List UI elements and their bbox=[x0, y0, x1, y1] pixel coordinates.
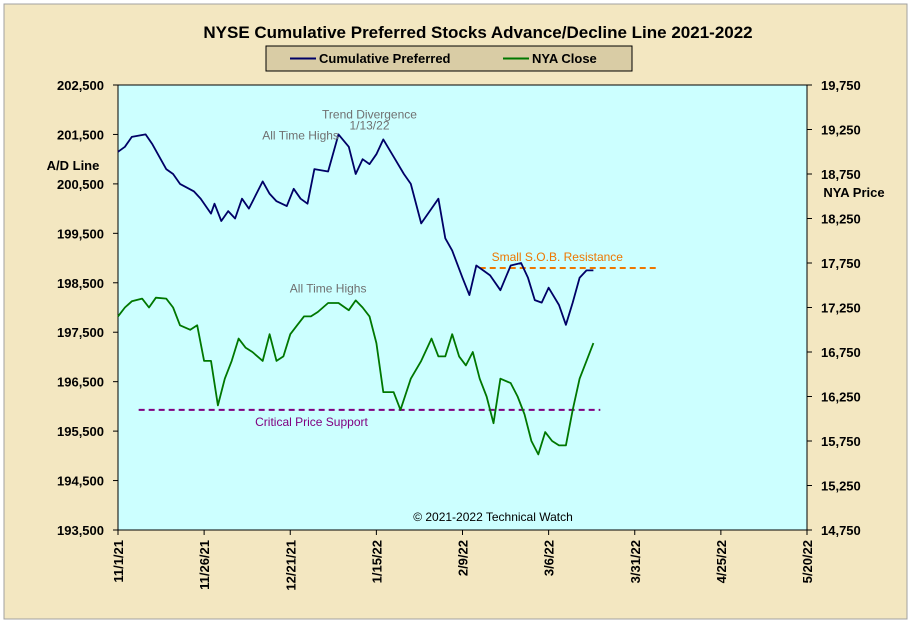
y-right-tick-label: 14,750 bbox=[821, 523, 861, 538]
reference-line-label: Critical Price Support bbox=[255, 415, 368, 429]
annotation-label: Trend Divergence bbox=[322, 108, 417, 122]
series-layer bbox=[117, 133, 595, 456]
y-left-tick-label: 200,500 bbox=[57, 177, 104, 192]
x-tick-label: 11/1/21 bbox=[111, 540, 126, 583]
x-axis: 11/1/21 11/26/21 12/21/21 1/15/22 2/9/22 3/6/… bbox=[111, 530, 815, 591]
legend: Cumulative Preferred NYA Close bbox=[265, 45, 633, 72]
x-tick-label: 12/21/21 bbox=[283, 540, 298, 591]
y-right-tick-label: 16,750 bbox=[821, 345, 861, 360]
y-axis-label-left: A/D Line bbox=[47, 158, 100, 173]
legend-label-cumulative-preferred: Cumulative Preferred bbox=[319, 51, 451, 66]
y-right-tick-label: 19,750 bbox=[821, 78, 861, 93]
y-right-tick-label: 15,750 bbox=[821, 434, 861, 449]
annotation-label: 1/13/22 bbox=[349, 119, 389, 133]
y-left-tick-label: 194,500 bbox=[57, 474, 104, 489]
copyright-text: © 2021-2022 Technical Watch bbox=[413, 510, 573, 524]
series-line-nya-close bbox=[117, 296, 595, 456]
y-left-tick-label: 196,500 bbox=[57, 375, 104, 390]
y-axis-left: 193,500 194,500 195,500 196,500 197,500 198,5… bbox=[57, 78, 118, 538]
x-tick-label: 2/9/22 bbox=[456, 540, 471, 576]
reference-line-label: Small S.O.B. Resistance bbox=[492, 250, 624, 264]
y-left-tick-label: 197,500 bbox=[57, 325, 104, 340]
x-tick-label: 3/6/22 bbox=[542, 540, 557, 576]
legend-box bbox=[265, 45, 633, 72]
y-axis-right: 14,750 15,250 15,750 16,250 16,750 17,250 17,7… bbox=[807, 78, 861, 538]
y-left-tick-label: 198,500 bbox=[57, 276, 104, 291]
annotation-label: All Time Highs bbox=[290, 281, 367, 295]
y-right-tick-label: 18,750 bbox=[821, 167, 861, 182]
y-right-tick-label: 18,250 bbox=[821, 212, 861, 227]
x-tick-label: 5/20/22 bbox=[800, 540, 815, 583]
x-tick-label: 11/26/21 bbox=[197, 540, 212, 590]
plot-area bbox=[117, 84, 808, 531]
y-left-tick-label: 195,500 bbox=[57, 424, 104, 439]
y-left-tick-label: 193,500 bbox=[57, 523, 104, 538]
y-right-tick-label: 17,250 bbox=[821, 301, 861, 316]
x-tick-label: 4/25/22 bbox=[714, 540, 729, 583]
y-left-tick-label: 201,500 bbox=[57, 127, 104, 142]
chart-title: NYSE Cumulative Preferred Stocks Advance… bbox=[203, 23, 752, 42]
y-axis-label-right: NYA Price bbox=[823, 185, 884, 200]
y-left-tick-label: 202,500 bbox=[57, 78, 104, 93]
x-tick-label: 3/31/22 bbox=[628, 540, 643, 583]
y-right-tick-label: 17,750 bbox=[821, 256, 861, 271]
y-right-tick-label: 15,250 bbox=[821, 479, 861, 494]
legend-label-nya-close: NYA Close bbox=[532, 51, 597, 66]
y-right-tick-label: 19,250 bbox=[821, 123, 861, 138]
y-right-tick-label: 16,250 bbox=[821, 390, 861, 405]
series-line-cumulative-preferred bbox=[117, 133, 594, 326]
y-left-tick-label: 199,500 bbox=[57, 226, 104, 241]
x-tick-label: 1/15/22 bbox=[369, 540, 384, 583]
annotation-label: All Time Highs bbox=[262, 128, 339, 142]
